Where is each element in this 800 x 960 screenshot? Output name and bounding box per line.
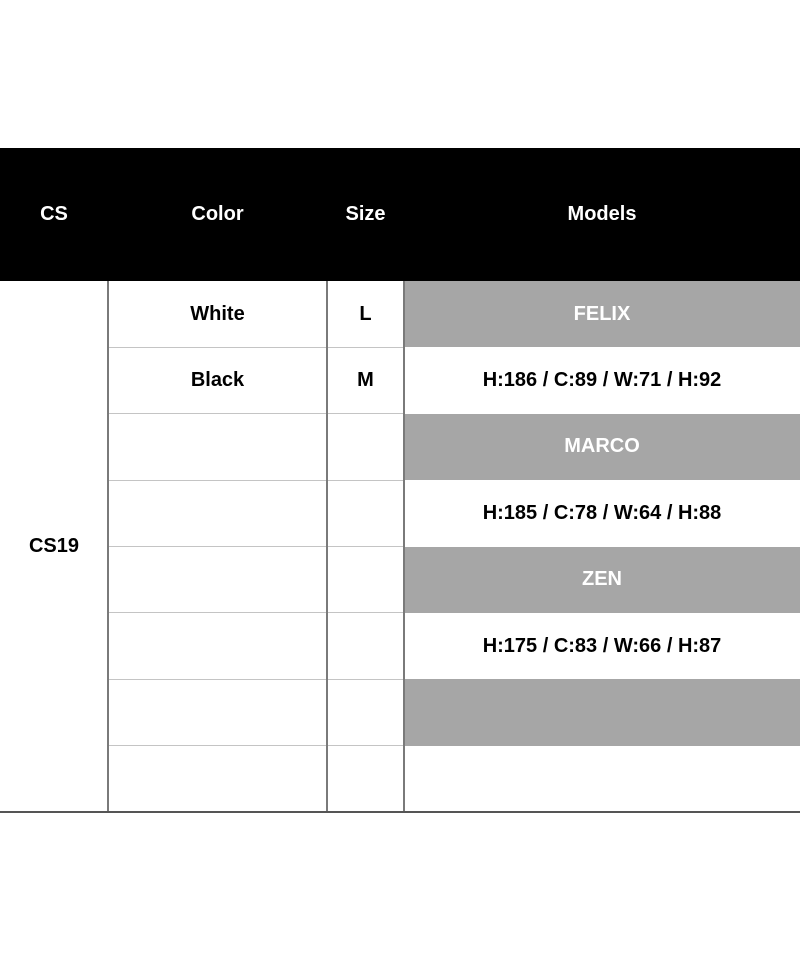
header-color: Color	[191, 203, 244, 225]
color-cell	[108, 480, 327, 546]
models-cell	[404, 679, 800, 746]
row-divider	[108, 612, 404, 614]
models-cell: H:175 / C:83 / W:66 / H:87	[482, 634, 722, 657]
color-cell	[108, 414, 327, 480]
divider	[326, 281, 328, 812]
size-cell	[327, 746, 404, 812]
models-cell	[404, 746, 800, 812]
table-header: CS Color Size Models	[0, 148, 800, 281]
models-cell: H:185 / C:78 / W:64 / H:88	[482, 501, 722, 524]
row-divider	[108, 745, 404, 747]
divider	[403, 281, 405, 812]
size-cell	[327, 414, 404, 480]
size-cell	[327, 613, 404, 679]
color-cell	[108, 746, 327, 812]
models-cell: ZEN	[404, 546, 800, 613]
row-divider	[108, 678, 404, 680]
size-cell	[327, 480, 404, 546]
color-cell: Black	[190, 369, 245, 392]
color-cell	[108, 613, 327, 679]
color-cell: White	[190, 302, 245, 325]
models-cell: H:186 / C:89 / W:71 / H:92	[482, 369, 722, 392]
models-cell: MARCO	[404, 413, 800, 481]
divider	[107, 281, 109, 812]
size-cell: M	[357, 369, 374, 392]
color-cell	[108, 679, 327, 745]
cs-cell: CS19	[28, 535, 80, 557]
header-size: Size	[345, 203, 386, 225]
models-cell: FELIX	[404, 281, 800, 348]
header-cs: CS	[40, 203, 68, 225]
row-divider	[108, 413, 404, 415]
size-cell	[327, 547, 404, 613]
table-bottom-border	[0, 811, 800, 813]
color-cell	[108, 547, 327, 613]
row-divider	[108, 479, 404, 481]
row-divider	[108, 346, 404, 348]
size-cell	[327, 679, 404, 745]
header-models: Models	[567, 203, 637, 225]
size-cell: L	[359, 302, 372, 325]
row-divider	[108, 546, 404, 547]
